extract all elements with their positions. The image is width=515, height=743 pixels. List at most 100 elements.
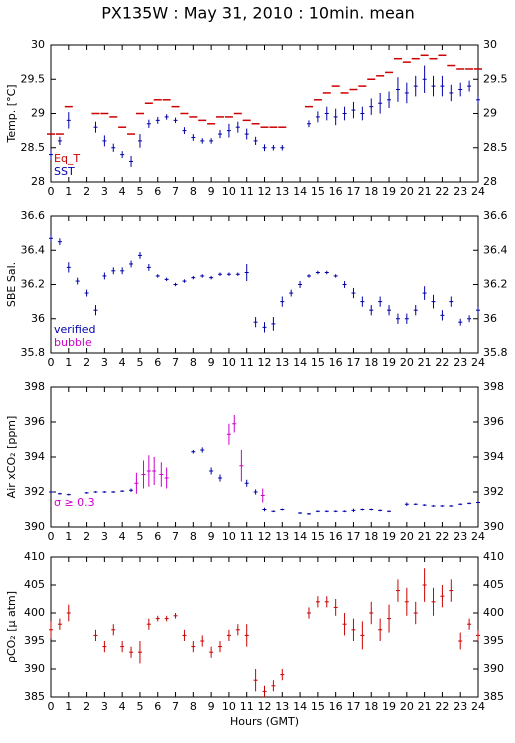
data-point	[146, 455, 151, 487]
data-point	[129, 646, 134, 658]
data-point	[262, 507, 267, 512]
data-point	[93, 121, 98, 133]
data-point	[49, 234, 53, 242]
x-tick-label: 6	[154, 185, 161, 198]
data-point	[306, 607, 311, 619]
data-point	[280, 296, 285, 307]
y-tick-label: 30	[31, 38, 45, 51]
x-tick-label: 22	[435, 356, 449, 369]
data-point	[102, 641, 107, 653]
x-tick-label: 10	[222, 700, 236, 713]
x-tick-label: 17	[346, 700, 360, 713]
data-point	[93, 629, 98, 641]
x-tick-label: 9	[208, 700, 215, 713]
data-point	[226, 423, 231, 445]
data-point	[315, 111, 320, 123]
data-point	[422, 504, 427, 506]
x-tick-label: 15	[311, 356, 325, 369]
x-tick-label: 19	[382, 185, 396, 198]
x-tick-label: 14	[293, 185, 307, 198]
data-point	[449, 579, 454, 602]
plot-frame	[50, 386, 479, 528]
data-point	[378, 92, 383, 114]
data-point	[93, 305, 98, 316]
data-point	[467, 315, 472, 323]
data-point	[298, 512, 303, 514]
data-point	[66, 262, 71, 273]
y-tick-label-right: 385	[483, 690, 504, 703]
x-tick-label: 1	[65, 185, 72, 198]
legend-entry: SST	[54, 165, 75, 178]
data-point	[75, 277, 80, 285]
data-point	[209, 138, 214, 144]
x-tick-label: 12	[258, 356, 272, 369]
annotation: σ ≥ 0.3	[54, 496, 95, 509]
data-point	[102, 272, 107, 280]
x-tick-label: 6	[154, 700, 161, 713]
data-point	[129, 155, 134, 167]
y-tick-label-right: 36.4	[483, 243, 508, 256]
data-point	[93, 491, 98, 493]
y-tick-label: 410	[24, 550, 45, 563]
data-point	[342, 510, 347, 513]
x-tick-label: 17	[346, 530, 360, 543]
data-point	[253, 489, 258, 495]
x-tick-label: 2	[83, 700, 90, 713]
data-point	[164, 277, 169, 282]
data-point	[342, 281, 347, 288]
y-tick-label-right: 36.6	[483, 209, 508, 222]
y-tick-label: 398	[24, 380, 45, 393]
data-point	[111, 624, 116, 636]
data-point	[66, 604, 71, 622]
x-tick-label: 12	[258, 700, 272, 713]
legend-entry: verified	[54, 323, 96, 336]
y-tick-label-right: 395	[483, 634, 504, 647]
x-tick-label: 10	[222, 530, 236, 543]
y-tick-label-right: 35.8	[483, 346, 508, 359]
data-point	[431, 505, 436, 507]
x-tick-label: 14	[293, 700, 307, 713]
x-tick-label: 11	[240, 185, 254, 198]
data-point	[315, 270, 320, 275]
x-tick-label: 14	[293, 356, 307, 369]
x-tick-label: 4	[119, 530, 126, 543]
x-tick-label: 18	[364, 185, 378, 198]
data-point	[306, 120, 311, 128]
y-tick-label-right: 36.2	[483, 278, 508, 291]
y-tick-label: 36	[31, 312, 45, 325]
data-point	[369, 98, 374, 115]
y-tick-label: 36.6	[21, 209, 46, 222]
data-point	[369, 305, 374, 316]
data-point	[129, 260, 134, 268]
y-axis-label: ρCO₂ [µ atm]	[5, 591, 18, 663]
x-tick-label: 20	[400, 185, 414, 198]
x-tick-label: 17	[346, 185, 360, 198]
data-point	[306, 513, 311, 515]
data-point	[378, 509, 383, 512]
x-tick-label: 2	[83, 530, 90, 543]
data-point	[200, 138, 205, 144]
data-point	[387, 510, 392, 513]
data-point	[324, 106, 329, 121]
data-point	[378, 618, 383, 641]
x-tick-label: 15	[311, 530, 325, 543]
x-tick-label: 9	[208, 356, 215, 369]
x-tick-label: 2	[83, 185, 90, 198]
data-point	[137, 251, 142, 259]
x-tick-label: 24	[471, 700, 485, 713]
y-tick-label: 396	[24, 415, 45, 428]
data-point	[159, 462, 164, 487]
y-tick-label: 28	[31, 175, 45, 188]
x-tick-label: 7	[172, 700, 179, 713]
x-tick-label: 19	[382, 356, 396, 369]
data-point	[226, 272, 231, 276]
data-point	[253, 669, 258, 692]
data-point	[120, 151, 125, 159]
data-point	[395, 77, 400, 102]
data-point	[431, 75, 436, 97]
x-tick-label: 23	[453, 700, 467, 713]
x-tick-label: 21	[418, 530, 432, 543]
x-tick-label: 5	[136, 530, 143, 543]
data-point	[369, 508, 374, 511]
